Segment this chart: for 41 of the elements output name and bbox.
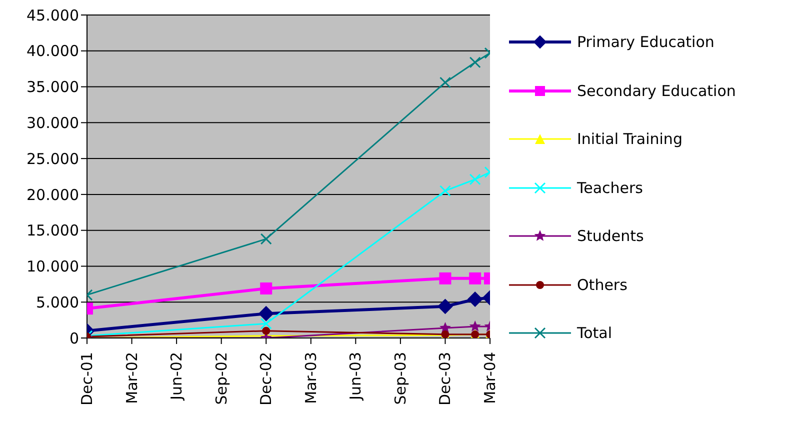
y-tick-label: 15.000: [26, 222, 79, 240]
x-tick-label: Jun-02: [168, 352, 186, 401]
point: [469, 272, 482, 284]
point: [469, 320, 481, 332]
point: [260, 233, 272, 245]
y-tick-label: 10.000: [26, 258, 79, 276]
x-tick-label: Dec-03: [436, 352, 454, 406]
x-tick-label: Dec-01: [78, 352, 96, 406]
x-tick-label: Sep-03: [391, 352, 410, 405]
y-tick-label: 0: [69, 329, 79, 348]
legend-label: Secondary Education: [577, 82, 736, 100]
point: [260, 318, 272, 330]
legend-label: Primary Education: [577, 33, 714, 52]
x-tick-label: Dec-02: [257, 352, 276, 406]
x-tick-label: Mar-03: [302, 352, 320, 404]
point: [439, 76, 451, 88]
y-tick-label: 25.000: [26, 150, 79, 168]
x-tick-label: Jun-03: [346, 352, 365, 401]
x-tick-label: Mar-02: [122, 352, 141, 404]
legend-label: Students: [577, 227, 644, 246]
point: [468, 292, 483, 307]
legend-label: Total: [577, 324, 612, 342]
y-tick-label: 5.000: [36, 293, 79, 312]
point: [439, 272, 452, 284]
legend-label: Others: [577, 276, 628, 294]
point: [262, 326, 270, 335]
y-tick-label: 30.000: [26, 114, 79, 132]
point: [439, 185, 451, 197]
point: [469, 56, 481, 68]
point: [469, 174, 481, 186]
y-tick-label: 40.000: [26, 42, 79, 60]
legend-label: Initial Training: [577, 130, 682, 148]
y-tick-label: 35.000: [26, 78, 79, 96]
x-tick-label: Mar-04: [481, 352, 499, 404]
point: [258, 306, 274, 322]
y-tick-label: 45.000: [26, 6, 79, 24]
legend-label: Teachers: [577, 178, 643, 197]
point: [438, 298, 453, 314]
y-tick-label: 20.000: [26, 186, 79, 204]
point: [260, 282, 272, 294]
x-tick-label: Sep-02: [212, 352, 230, 405]
